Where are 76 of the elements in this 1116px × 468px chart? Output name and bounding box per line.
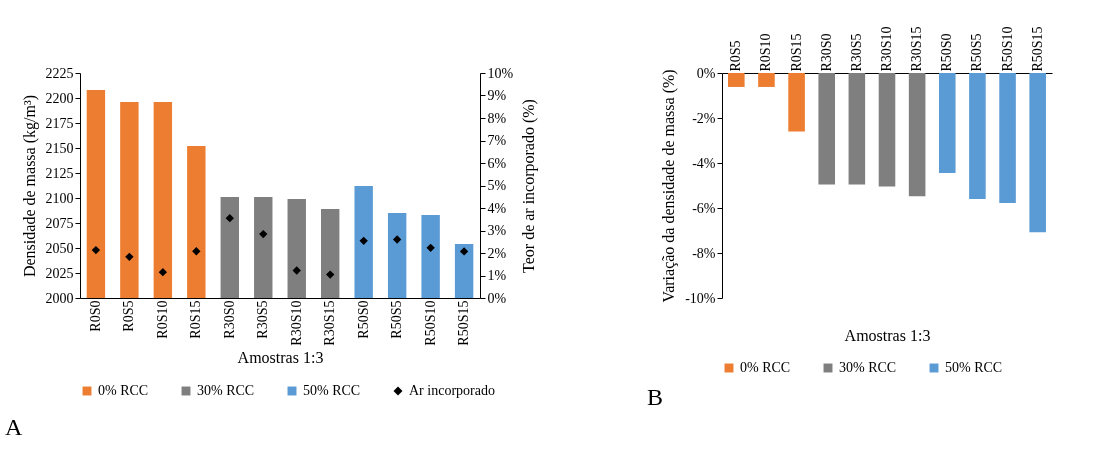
y-tick-label: -10% [685,290,716,306]
text: A [5,414,23,440]
y2-tick-label: 0% [487,290,507,306]
point [459,247,469,256]
y-tick-label: 2150 [45,140,74,156]
x-tick-label: R30S0 [221,300,237,339]
x-tick-label: R50S10 [999,26,1015,72]
x-tick-label: R0S10 [154,300,170,339]
x-tick-label: R0S15 [788,33,804,72]
x-axis-title: Amostras 1:3 [237,348,324,366]
y-tick-label: -4% [692,155,716,171]
x-tick-label: R30S10 [288,300,304,346]
y-tick-label: 2125 [45,165,74,181]
x-tick-label: R50S5 [389,300,405,339]
y-tick-label: 2000 [45,290,74,306]
y2-tick-label: 8% [487,110,507,126]
x-tick-label: R50S5 [969,33,985,72]
x-axis-title: Amostras 1:3 [844,326,931,344]
y-tick-label: 2175 [45,115,74,131]
y-tick-label: 2100 [45,190,74,206]
x-tick-label: R50S0 [355,300,371,339]
x-tick-label: R0S10 [758,33,774,72]
y-tick-label: -8% [692,245,716,261]
legend-label: 50% RCC [303,383,361,398]
x-tick-label: R50S15 [456,300,472,346]
x-tick-label: R30S5 [255,300,271,339]
legend-label: 30% RCC [839,360,897,375]
point [292,266,301,275]
y-tick-label: 2200 [45,90,74,106]
x-tick-label: R30S5 [848,33,864,72]
legend-label: 30% RCC [197,383,255,398]
y-tick-label: -2% [692,110,716,126]
y2-tick-label: 1% [487,268,507,283]
y-axis-title: Densidade de massa (kg/m³) [20,94,39,278]
x-tick-label: R30S10 [879,26,894,72]
point [392,235,402,244]
y2-axis-title: Teor de ar incorporado (%) [520,99,539,273]
legend-label: 50% RCC [945,360,1003,375]
y2-tick-label: 6% [487,155,507,171]
y2-tick-label: 10% [487,65,514,81]
x-tick-label: R50S15 [1029,26,1045,72]
y-tick-label: 0% [696,65,716,81]
y2-tick-label: 9% [487,88,507,103]
y-tick-label: 2075 [45,215,74,231]
point [91,245,101,255]
x-tick-label: R0S15 [188,300,204,339]
y2-tick-label: 4% [487,200,507,216]
y2-tick-label: 3% [487,223,507,238]
x-tick-label: R0S5 [728,40,744,72]
legend-label: 0% RCC [98,383,149,398]
text: B [647,384,664,410]
x-tick-label: R30S15 [909,26,925,72]
point [326,270,335,279]
y-tick-label: 2050 [45,240,74,256]
x-tick-label: R30S15 [322,300,338,346]
point [125,252,134,262]
y2-tick-label: 7% [487,133,507,148]
point [259,229,268,239]
y2-tick-label: 5% [487,178,507,193]
x-tick-label: R50S0 [939,33,955,72]
y-tick-label: 2025 [45,265,74,281]
legend-label: Ar incorporado [409,383,495,398]
x-tick-label: R50S10 [422,300,438,346]
legend-label: 0% RCC [740,360,791,375]
y-tick-label: -6% [692,200,716,216]
x-tick-label: R0S0 [87,300,103,332]
point [192,247,201,256]
y-tick-label: 2225 [45,65,74,81]
point [158,267,168,277]
point [225,213,234,223]
x-tick-label: R30S0 [818,33,834,72]
y2-tick-label: 2% [487,245,507,261]
point [359,236,368,246]
x-tick-label: R0S5 [121,300,137,332]
y-axis-title: Variação da densidade de massa (%) [660,69,679,303]
point [426,243,435,253]
